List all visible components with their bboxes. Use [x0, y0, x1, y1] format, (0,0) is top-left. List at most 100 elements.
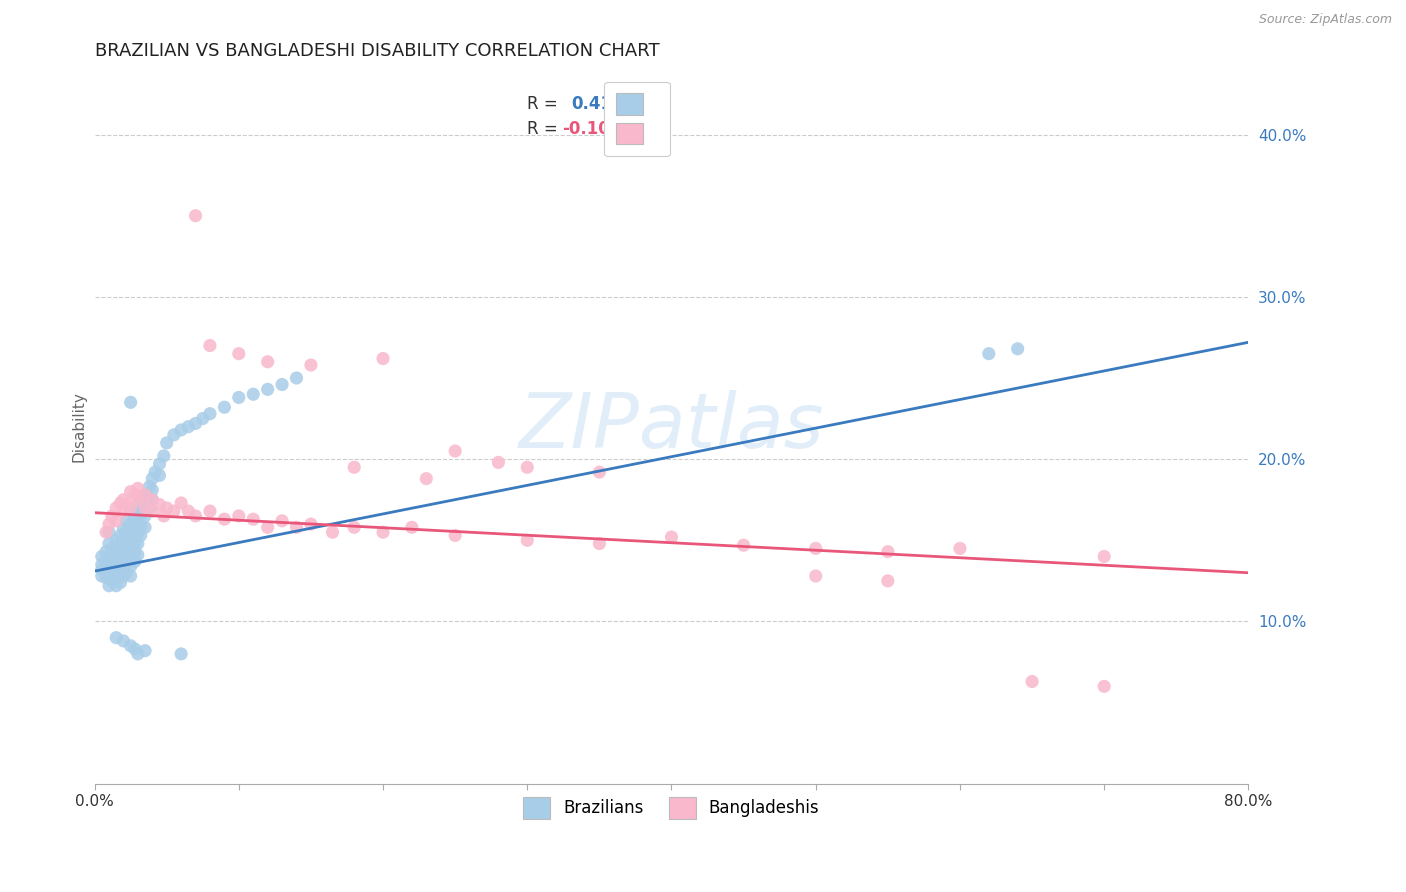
Point [110, 528, 132, 542]
Point [112, 553, 135, 567]
Point [184, 508, 207, 523]
Point [105, 533, 128, 548]
Point [120, 639, 142, 653]
Point [177, 504, 200, 518]
Point [949, 541, 972, 556]
Point [112, 492, 135, 507]
Point [299, 358, 322, 372]
Point [134, 520, 156, 534]
Point [112, 569, 135, 583]
Point [115, 546, 138, 560]
Point [127, 492, 149, 507]
Point [129, 496, 152, 510]
Point [401, 520, 423, 534]
Text: R =: R = [527, 95, 568, 112]
Point [129, 508, 152, 522]
Point [214, 401, 236, 415]
Point [105, 514, 128, 528]
Point [101, 541, 124, 556]
Point [371, 351, 394, 366]
Text: ZIPatlas: ZIPatlas [519, 390, 824, 464]
Point [90, 569, 112, 583]
Point [129, 528, 152, 542]
Point [127, 526, 149, 541]
Point [101, 508, 124, 523]
Point [141, 492, 163, 507]
Point [733, 538, 755, 552]
Point [228, 346, 250, 360]
Point [285, 371, 308, 385]
Point [127, 481, 149, 495]
Point [141, 483, 163, 497]
Point [112, 533, 135, 548]
Point [1007, 342, 1029, 356]
Point [110, 575, 132, 590]
Point [105, 579, 128, 593]
Text: 98: 98 [644, 95, 666, 112]
Point [138, 480, 160, 494]
Point [120, 517, 142, 532]
Point [516, 533, 538, 548]
Point [143, 465, 166, 479]
Point [110, 496, 132, 510]
Point [110, 549, 132, 564]
Point [94, 553, 117, 567]
Point [124, 642, 146, 657]
Point [101, 566, 124, 580]
Point [120, 549, 142, 564]
Point [141, 472, 163, 486]
Text: Source: ZipAtlas.com: Source: ZipAtlas.com [1258, 13, 1392, 27]
Point [124, 554, 146, 568]
Point [120, 538, 142, 552]
Point [804, 569, 827, 583]
Point [148, 468, 170, 483]
Point [242, 512, 264, 526]
Point [127, 548, 149, 562]
Point [141, 504, 163, 518]
Point [299, 517, 322, 532]
Point [134, 488, 156, 502]
Point [444, 528, 467, 542]
Point [271, 377, 294, 392]
Point [120, 559, 142, 574]
Point [184, 417, 207, 431]
Point [101, 553, 124, 567]
Point [322, 525, 344, 540]
Point [516, 460, 538, 475]
Point [138, 500, 160, 515]
Point [170, 647, 193, 661]
Point [214, 512, 236, 526]
Point [110, 559, 132, 574]
Point [170, 496, 193, 510]
Text: -0.108: -0.108 [562, 120, 621, 138]
Point [134, 488, 156, 502]
Point [198, 504, 221, 518]
Point [134, 500, 156, 515]
Point [148, 498, 170, 512]
Point [876, 574, 898, 588]
Text: R =: R = [527, 120, 564, 138]
Point [90, 558, 112, 572]
Point [127, 504, 149, 518]
Point [90, 549, 112, 564]
Text: 0.418: 0.418 [571, 95, 624, 112]
Point [105, 554, 128, 568]
Point [115, 514, 138, 528]
Point [177, 419, 200, 434]
Point [444, 444, 467, 458]
Point [127, 536, 149, 550]
Point [120, 484, 142, 499]
Point [371, 525, 394, 540]
Point [343, 460, 366, 475]
Point [977, 346, 1000, 360]
Point [127, 647, 149, 661]
Point [163, 504, 186, 518]
Point [153, 449, 176, 463]
Point [115, 525, 138, 540]
Point [120, 504, 142, 518]
Point [112, 561, 135, 575]
Point [415, 472, 437, 486]
Point [115, 556, 138, 570]
Point [120, 500, 142, 515]
Point [486, 455, 509, 469]
